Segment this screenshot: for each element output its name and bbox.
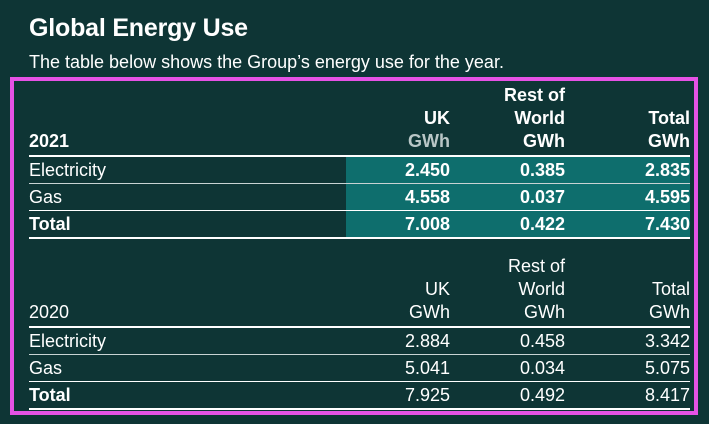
column-header-rest-of-world: Rest of World GWh: [504, 84, 565, 153]
annotation-frame: [10, 77, 698, 415]
cell-total: 4.595: [644, 187, 690, 207]
column-header-row-line1: Rest of: [507, 256, 565, 276]
cell-rest-of-world: 0.034: [519, 358, 565, 378]
column-header-rest-of-world: Rest of World GWh: [508, 255, 565, 324]
cell-uk: 4.558: [404, 187, 450, 207]
cell-rest-of-world: 0.385: [519, 160, 565, 180]
cell-rest-of-world: 0.037: [519, 187, 565, 207]
row-label: Gas: [29, 187, 63, 207]
column-header-total: Total GWh: [649, 278, 690, 324]
cell-rest-of-world: 0.492: [519, 385, 565, 405]
row-label: Total: [29, 385, 71, 405]
cell-total: 2.835: [644, 160, 690, 180]
cell-rest-of-world: 0.422: [519, 214, 565, 234]
page-title: Global Energy Use: [29, 14, 248, 42]
column-header-uk-unit: GWh: [408, 302, 450, 322]
row-label: Electricity: [29, 160, 107, 180]
column-header-total-unit: GWh: [648, 302, 690, 322]
cell-uk: 2.884: [404, 331, 450, 351]
page-subtitle: The table below shows the Group’s energy…: [29, 52, 504, 72]
cell-total: 7.430: [644, 214, 690, 234]
column-header-total-label: Total: [648, 108, 690, 128]
highlight-2021-values: [346, 157, 690, 237]
cell-uk: 7.925: [404, 385, 450, 405]
row-label: Total: [29, 214, 71, 234]
cell-uk: 2.450: [404, 160, 450, 180]
table-row: Electricity 2.884 0.458 3.342: [29, 326, 690, 354]
table-row: Gas 4.558 0.037 4.595: [29, 183, 690, 210]
table-row: Electricity 2.450 0.385 2.835: [29, 155, 690, 183]
column-header-uk: UK GWh: [409, 278, 450, 324]
column-header-uk-label: UK: [424, 279, 450, 299]
cell-uk: 5.041: [404, 358, 450, 378]
column-header-total-label: Total: [651, 279, 690, 299]
column-header-row-unit: GWh: [523, 302, 565, 322]
cell-total: 5.075: [644, 358, 690, 378]
column-header-uk: UK GWh: [408, 107, 450, 153]
energy-table-2021: 2021 UK GWh Rest of World GWh Total GWh …: [29, 83, 690, 239]
cell-rest-of-world: 0.458: [519, 331, 565, 351]
column-header-row-line2: World: [514, 108, 565, 128]
table-row-total: Total 7.925 0.492 8.417: [29, 381, 690, 410]
column-header-row-line2: World: [518, 279, 565, 299]
column-header-total: Total GWh: [648, 107, 690, 153]
cell-uk: 7.008: [404, 214, 450, 234]
column-header-uk-unit: GWh: [408, 131, 450, 151]
column-header-uk-label: UK: [424, 108, 450, 128]
energy-table-2020: 2020 UK GWh Rest of World GWh Total GWh …: [29, 254, 690, 410]
table-header-2020: 2020 UK GWh Rest of World GWh Total GWh: [29, 254, 690, 326]
cell-total: 3.342: [644, 331, 690, 351]
table-row: Gas 5.041 0.034 5.075: [29, 354, 690, 381]
year-label: 2021: [29, 131, 70, 151]
row-label: Electricity: [29, 331, 107, 351]
column-header-row-unit: GWh: [523, 131, 565, 151]
column-header-total-unit: GWh: [648, 131, 690, 151]
cell-total: 8.417: [644, 385, 690, 405]
column-header-row-line1: Rest of: [503, 85, 565, 105]
year-label: 2020: [29, 302, 70, 322]
row-label: Gas: [29, 358, 63, 378]
table-row-total: Total 7.008 0.422 7.430: [29, 210, 690, 239]
table-header-2021: 2021 UK GWh Rest of World GWh Total GWh: [29, 83, 690, 155]
